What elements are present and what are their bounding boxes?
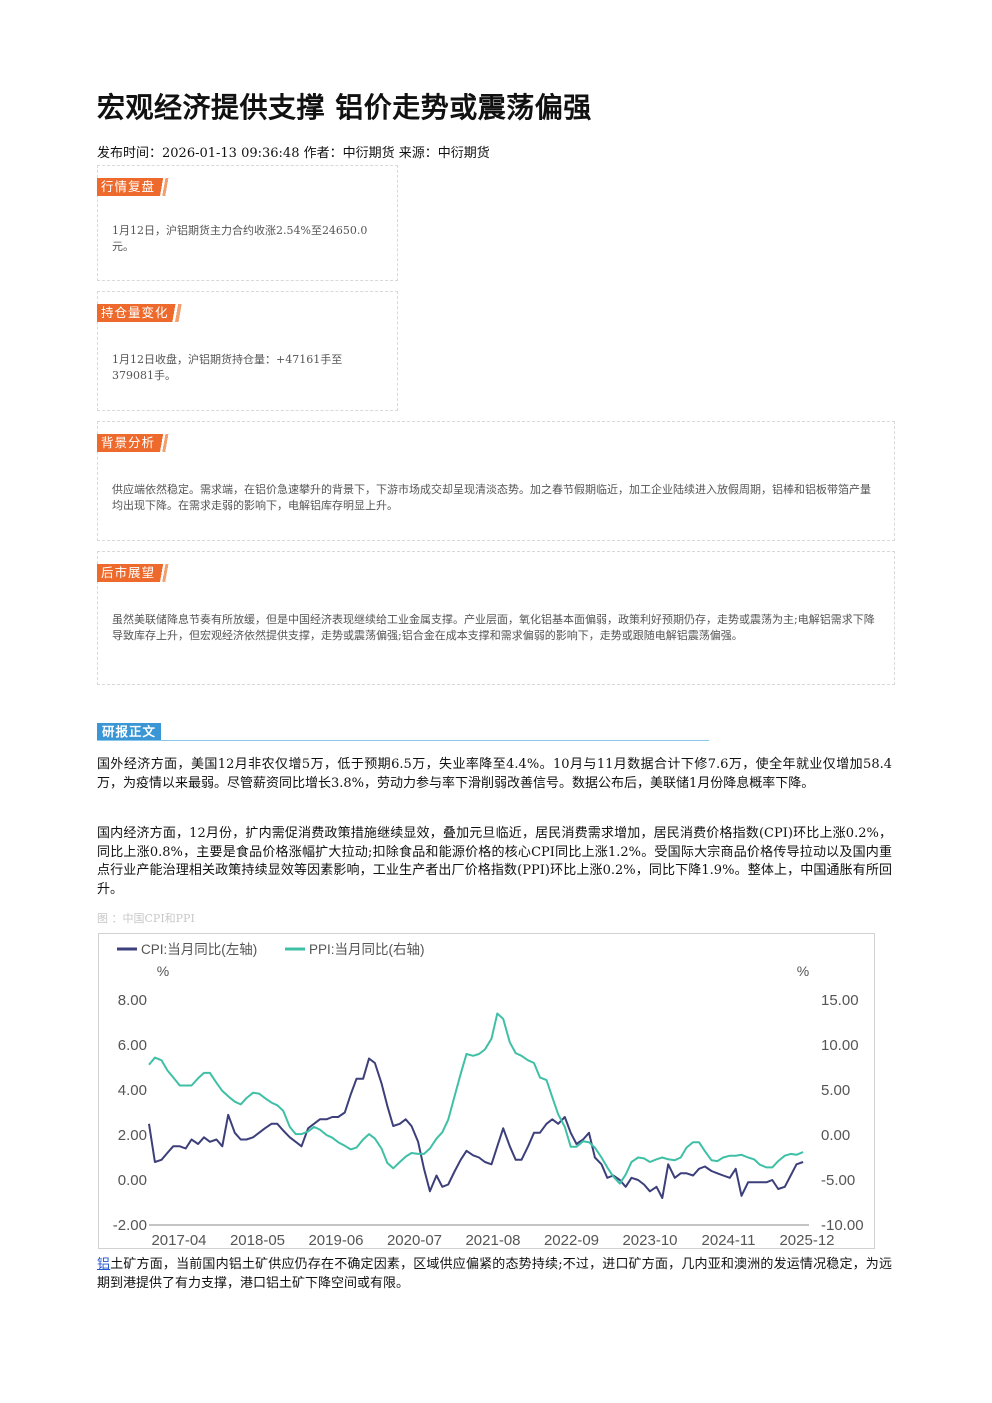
report-divider [97, 740, 709, 741]
background-text: 供应端依然稳定。需求端，在铝价急速攀升的背景下，下游市场成交却呈现清淡态势。加之… [112, 483, 871, 512]
right-axis-unit: % [797, 963, 809, 979]
review-tag: 行情复盘 [97, 178, 170, 196]
x-tick-label: 2021-08 [465, 1232, 520, 1249]
report-paragraph-1: 国外经济方面，美国12月非农仅增5万，低于预期6.5万，失业率降至4.4%。10… [97, 757, 892, 791]
report-paragraph-3-text: 土矿方面，当前国内铝土矿供应仍存在不确定因素，区域供应偏紧的态势持续;不过，进口… [97, 1257, 892, 1291]
article-meta: 发布时间：2026-01-13 09:36:48 作者：中衍期货 来源：中衍期货 [97, 146, 490, 161]
x-tick-label: 2019-06 [308, 1232, 363, 1249]
x-tick-label: 2025-12 [779, 1232, 834, 1249]
cpi-ppi-chart: CPI:当月同比(左轴) PPI:当月同比(右轴)%% 8.00 6.00 4.00 2.… [98, 933, 875, 1249]
position-section: 持仓量变化 1月12日收盘，沪铝期货持仓量：+47161手至379081手。 [97, 291, 398, 411]
right-tick-label: 0.00 [821, 1127, 850, 1144]
right-tick-label: 10.00 [821, 1037, 859, 1054]
ppi-series-line [148, 1012, 804, 1185]
x-tick-label: 2023-10 [622, 1232, 677, 1249]
outlook-tag: 后市展望 [97, 564, 170, 582]
left-tick-label: 2.00 [118, 1127, 147, 1144]
right-tick-label: -10.00 [821, 1217, 864, 1234]
x-tick-label: 2020-07 [387, 1232, 442, 1249]
left-tick-label: -2.00 [113, 1217, 147, 1234]
x-tick-label: 2017-04 [151, 1232, 206, 1249]
left-axis-unit: % [157, 963, 169, 979]
left-tick-label: 4.00 [118, 1082, 147, 1099]
legend-ppi-label: PPI:当月同比(右轴) [309, 942, 425, 957]
report-tag: 研报正文 [97, 723, 162, 741]
left-tick-label: 6.00 [118, 1037, 147, 1054]
chart-svg: CPI:当月同比(左轴) PPI:当月同比(右轴)% % 8.00 6.00 4.00 2.… [113, 942, 864, 1249]
review-section: 行情复盘 1月12日，沪铝期货主力合约收涨2.54%至24650.0元。 [97, 165, 398, 281]
right-tick-label: -5.00 [821, 1172, 855, 1189]
right-tick-label: 5.00 [821, 1082, 850, 1099]
left-tick-label: 8.00 [118, 992, 147, 1009]
legend-cpi-label: CPI:当月同比(左轴) [141, 942, 257, 957]
left-tick-label: 0.00 [118, 1172, 147, 1189]
chart-caption: 图 ：中国CPI和PPI [97, 912, 195, 925]
review-text: 1月12日，沪铝期货主力合约收涨2.54%至24650.0元。 [112, 224, 368, 253]
aluminum-link[interactable]: 铝 [97, 1257, 111, 1272]
cpi-series-line [148, 1057, 804, 1199]
outlook-section: 后市展望 虽然美联储降息节奏有所放缓，但是中国经济表现继续给工业金属支撑。产业层… [97, 551, 895, 685]
x-tick-label: 2024-11 [702, 1232, 756, 1249]
right-tick-label: 15.00 [821, 992, 859, 1009]
outlook-text: 虽然美联储降息节奏有所放缓，但是中国经济表现继续给工业金属支撑。产业层面，氧化铝… [112, 613, 875, 642]
report-paragraph-3: 铝土矿方面，当前国内铝土矿供应仍存在不确定因素，区域供应偏紧的态势持续;不过，进… [97, 1256, 892, 1293]
background-section: 背景分析 供应端依然稳定。需求端，在铝价急速攀升的背景下，下游市场成交却呈现清淡… [97, 421, 895, 541]
position-tag: 持仓量变化 [97, 304, 183, 322]
article-title: 宏观经济提供支撑 铝价走势或震荡偏强 [97, 91, 592, 124]
x-tick-label: 2018-05 [230, 1232, 285, 1249]
x-tick-label: 2022-09 [544, 1232, 599, 1249]
report-paragraph-2: 国内经济方面，12月份，扩内需促消费政策措施继续显效，叠加元旦临近，居民消费需求… [97, 826, 892, 897]
position-text: 1月12日收盘，沪铝期货持仓量：+47161手至379081手。 [112, 353, 343, 382]
background-tag: 背景分析 [97, 434, 170, 452]
